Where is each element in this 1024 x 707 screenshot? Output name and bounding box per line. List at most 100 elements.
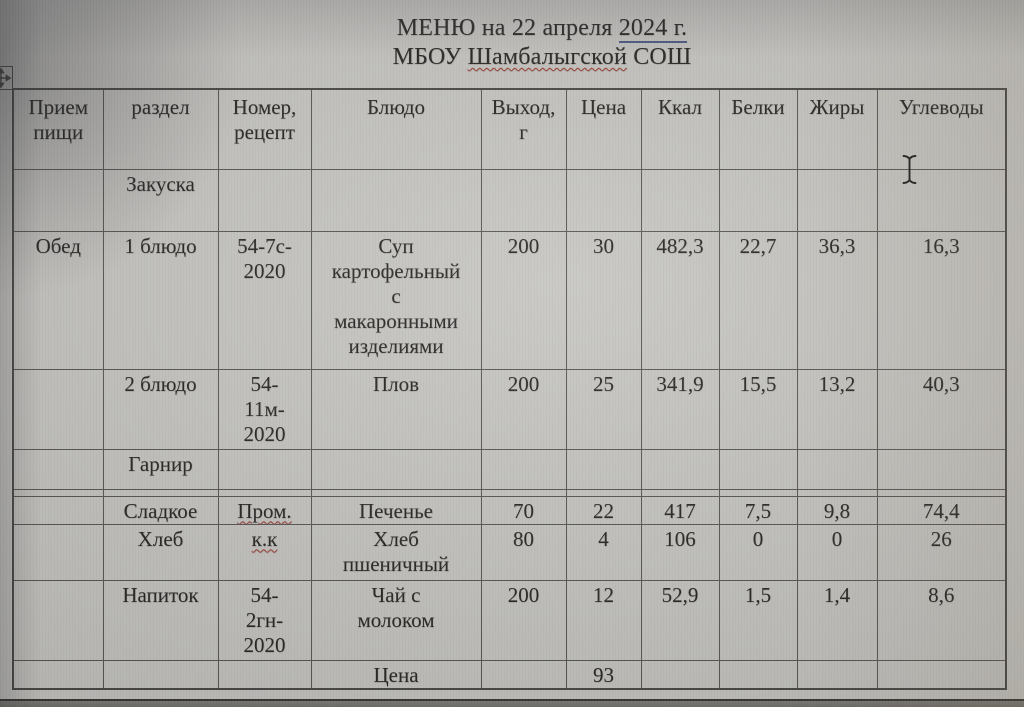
table-cell[interactable]: 25: [565, 368, 642, 450]
title-line-2[interactable]: МБОУ Шамбалыгской СОШ: [30, 43, 1024, 72]
table-cell[interactable]: [12, 368, 104, 450]
table-cell[interactable]: [876, 659, 1007, 690]
table-cell[interactable]: [102, 659, 219, 690]
table-cell[interactable]: 54- 2гн- 2020: [217, 579, 312, 661]
column-header[interactable]: раздел: [102, 88, 219, 170]
table-cell[interactable]: 54-7с- 2020: [217, 230, 312, 370]
table-cell[interactable]: Хлеб пшеничный: [310, 523, 482, 581]
table-cell[interactable]: Чай с молоком: [310, 579, 482, 661]
table-cell[interactable]: Закуска: [102, 168, 219, 232]
table-cell[interactable]: [640, 168, 720, 232]
table-cell[interactable]: [640, 659, 720, 690]
column-header[interactable]: Ккал: [640, 88, 720, 170]
table-cell[interactable]: 54- 11м- 2020: [217, 368, 312, 450]
table-cell[interactable]: 482,3: [640, 230, 720, 370]
table-cell[interactable]: 1,5: [718, 579, 798, 661]
column-header[interactable]: Блюдо: [310, 88, 482, 170]
table-cell[interactable]: [480, 168, 567, 232]
table-cell[interactable]: [480, 659, 567, 690]
table-cell[interactable]: 12: [565, 579, 642, 661]
table-cell[interactable]: [640, 488, 720, 497]
column-header[interactable]: Белки: [718, 88, 798, 170]
table-cell[interactable]: [480, 488, 567, 497]
table-cell[interactable]: 8,6: [876, 579, 1007, 661]
table-cell[interactable]: 417: [640, 495, 720, 525]
table-cell[interactable]: [876, 448, 1007, 490]
table-cell[interactable]: [640, 448, 720, 490]
column-header[interactable]: Жиры: [796, 88, 878, 170]
table-cell[interactable]: 26: [876, 523, 1007, 581]
table-cell[interactable]: Напиток: [102, 579, 219, 661]
table-cell[interactable]: 9,8: [796, 495, 878, 525]
table-cell[interactable]: Пром.: [217, 495, 312, 525]
table-cell[interactable]: 200: [480, 368, 567, 450]
table-cell[interactable]: Сладкое: [102, 495, 219, 525]
table-cell[interactable]: Гарнир: [102, 448, 219, 490]
table-cell[interactable]: [718, 488, 798, 497]
table-cell[interactable]: 22,7: [718, 230, 798, 370]
table-cell[interactable]: [217, 168, 312, 232]
column-header[interactable]: Номер, рецепт: [217, 88, 312, 170]
table-cell[interactable]: [565, 488, 642, 497]
table-cell[interactable]: [796, 659, 878, 690]
table-cell[interactable]: [12, 579, 104, 661]
table-cell[interactable]: 0: [796, 523, 878, 581]
table-cell[interactable]: Обед: [12, 230, 104, 370]
table-cell[interactable]: [102, 488, 219, 497]
document-title[interactable]: МЕНЮ на 22 апреля 2024 г. МБОУ Шамбалыгс…: [30, 14, 1024, 72]
column-header[interactable]: Выход, г: [480, 88, 567, 170]
table-cell[interactable]: [12, 168, 104, 232]
table-cell[interactable]: [12, 448, 104, 490]
table-cell[interactable]: [12, 523, 104, 581]
table-cell[interactable]: [310, 448, 482, 490]
table-cell[interactable]: 200: [480, 579, 567, 661]
table-cell[interactable]: 1 блюдо: [102, 230, 219, 370]
table-cell[interactable]: [876, 168, 1007, 232]
column-header[interactable]: Цена: [565, 88, 642, 170]
table-cell[interactable]: 40,3: [876, 368, 1007, 450]
table-cell[interactable]: [718, 448, 798, 490]
table-move-handle-icon[interactable]: [0, 66, 13, 90]
table-cell[interactable]: [217, 448, 312, 490]
table-cell[interactable]: [876, 488, 1007, 497]
table-cell[interactable]: 36,3: [796, 230, 878, 370]
table-cell[interactable]: 93: [565, 659, 642, 690]
table-cell[interactable]: 4: [565, 523, 642, 581]
table-cell[interactable]: [565, 168, 642, 232]
table-cell[interactable]: Хлеб: [102, 523, 219, 581]
table-cell[interactable]: Плов: [310, 368, 482, 450]
table-cell[interactable]: 200: [480, 230, 567, 370]
table-cell[interactable]: 341,9: [640, 368, 720, 450]
menu-table[interactable]: Прием пищи раздел Номер, рецепт Блюдо Выход,…: [12, 88, 1007, 690]
column-header[interactable]: Прием пищи: [12, 88, 104, 170]
table-cell[interactable]: [718, 659, 798, 690]
table-cell[interactable]: 52,9: [640, 579, 720, 661]
table-cell[interactable]: к.к: [217, 523, 312, 581]
table-cell[interactable]: [480, 448, 567, 490]
table-cell[interactable]: 1,4: [796, 579, 878, 661]
table-cell[interactable]: [217, 488, 312, 497]
table-cell[interactable]: Цена: [310, 659, 482, 690]
table-cell[interactable]: Печенье: [310, 495, 482, 525]
table-cell[interactable]: Суп картофельный с макаронными изделиями: [310, 230, 482, 370]
table-cell[interactable]: 80: [480, 523, 567, 581]
table-cell[interactable]: 2 блюдо: [102, 368, 219, 450]
table-cell[interactable]: [310, 488, 482, 497]
table-cell[interactable]: 106: [640, 523, 720, 581]
table-cell[interactable]: [565, 448, 642, 490]
table-cell[interactable]: [12, 495, 104, 525]
table-cell[interactable]: [12, 659, 104, 690]
table-cell[interactable]: [796, 168, 878, 232]
table-cell[interactable]: [796, 448, 878, 490]
table-cell[interactable]: 16,3: [876, 230, 1007, 370]
title-line-1[interactable]: МЕНЮ на 22 апреля 2024 г.: [30, 14, 1024, 43]
table-cell[interactable]: 13,2: [796, 368, 878, 450]
table-cell[interactable]: [310, 168, 482, 232]
table-cell[interactable]: [796, 488, 878, 497]
table-cell[interactable]: [718, 168, 798, 232]
table-cell[interactable]: 22: [565, 495, 642, 525]
table-cell[interactable]: 74,4: [876, 495, 1007, 525]
table-cell[interactable]: [217, 659, 312, 690]
column-header[interactable]: Углеводы: [876, 88, 1007, 170]
table-cell[interactable]: [12, 488, 104, 497]
